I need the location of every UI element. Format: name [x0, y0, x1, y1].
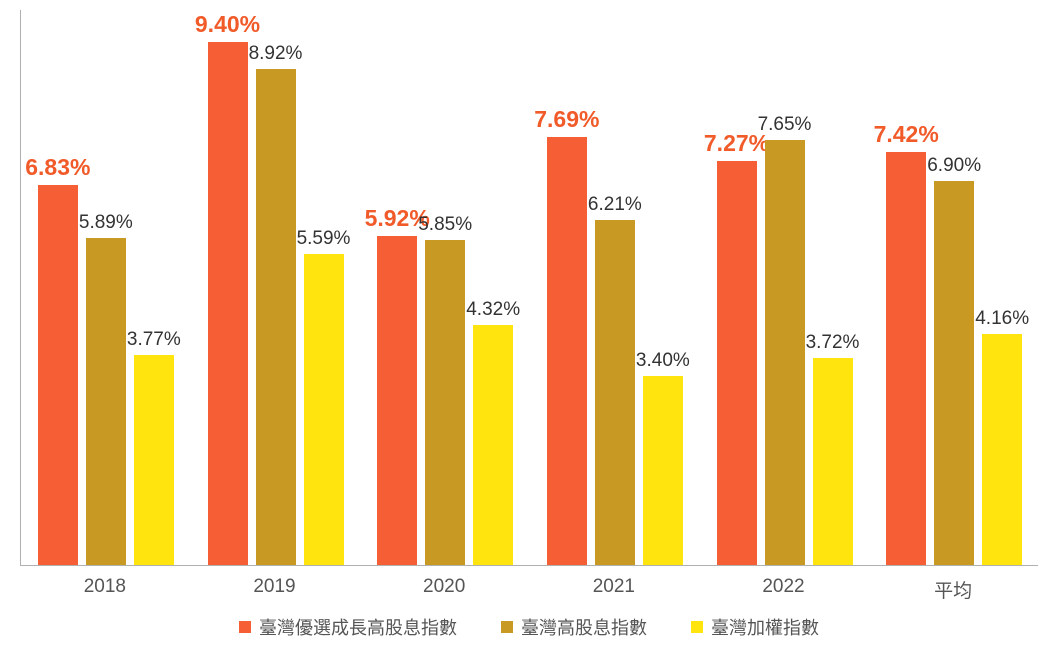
- bar: [934, 181, 974, 565]
- bar: [886, 152, 926, 565]
- data-label: 6.83%: [25, 154, 90, 181]
- data-label: 3.77%: [127, 329, 181, 351]
- legend-swatch: [691, 621, 703, 633]
- bar: [473, 325, 513, 565]
- bar: [377, 236, 417, 565]
- data-label: 4.32%: [466, 299, 520, 321]
- bar: [208, 42, 248, 565]
- plot-area: 6.83%5.89%3.77%9.40%8.92%5.59%5.92%5.85%…: [20, 10, 1038, 566]
- bar: [813, 358, 853, 565]
- legend-swatch: [239, 621, 251, 633]
- data-label: 6.90%: [927, 155, 981, 177]
- data-label: 5.89%: [79, 212, 133, 234]
- x-axis-label: 2018: [84, 576, 126, 598]
- bar: [547, 137, 587, 565]
- legend-label: 臺灣加權指數: [711, 614, 819, 640]
- x-axis-label: 平均: [934, 576, 972, 603]
- data-label: 3.72%: [806, 332, 860, 354]
- data-label: 9.40%: [195, 11, 260, 38]
- bar: [86, 238, 126, 565]
- data-label: 7.69%: [534, 106, 599, 133]
- legend-item: 臺灣加權指數: [691, 614, 819, 640]
- bar: [134, 355, 174, 565]
- bar: [595, 220, 635, 565]
- bar: [425, 240, 465, 565]
- bar: [765, 140, 805, 565]
- data-label: 3.40%: [636, 350, 690, 372]
- x-axis-label: 2020: [423, 576, 465, 598]
- x-axis-label: 2021: [593, 576, 635, 598]
- bar: [304, 254, 344, 565]
- x-axis-label: 2022: [762, 576, 804, 598]
- data-label: 7.42%: [874, 121, 939, 148]
- bar: [717, 161, 757, 565]
- data-label: 7.65%: [758, 114, 812, 136]
- legend-label: 臺灣優選成長高股息指數: [259, 614, 457, 640]
- data-label: 8.92%: [249, 43, 303, 65]
- legend-item: 臺灣優選成長高股息指數: [239, 614, 457, 640]
- x-axis-label: 2019: [253, 576, 295, 598]
- legend: 臺灣優選成長高股息指數 臺灣高股息指數 臺灣加權指數: [0, 614, 1058, 640]
- data-label: 4.16%: [975, 308, 1029, 330]
- data-label: 5.85%: [418, 214, 472, 236]
- bar: [38, 185, 78, 565]
- chart-container: 6.83%5.89%3.77%9.40%8.92%5.59%5.92%5.85%…: [0, 0, 1058, 646]
- legend-item: 臺灣高股息指數: [501, 614, 647, 640]
- data-label: 6.21%: [588, 194, 642, 216]
- bar: [982, 334, 1022, 565]
- legend-label: 臺灣高股息指數: [521, 614, 647, 640]
- bar: [256, 69, 296, 565]
- legend-swatch: [501, 621, 513, 633]
- data-label: 5.59%: [297, 228, 351, 250]
- bar: [643, 376, 683, 565]
